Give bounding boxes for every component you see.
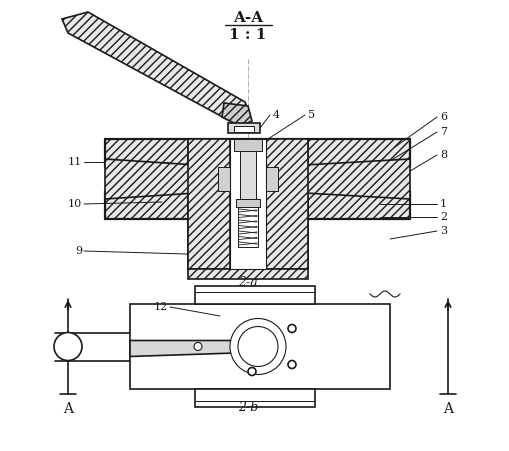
Polygon shape [130,341,249,357]
Bar [234,127,253,133]
Text: 3: 3 [439,226,446,235]
Text: 1: 1 [439,198,446,208]
Bar [228,124,260,133]
Polygon shape [217,168,230,192]
Polygon shape [105,140,409,168]
Circle shape [193,343,202,351]
Circle shape [238,327,277,367]
Text: 11: 11 [68,156,82,166]
Text: 8: 8 [439,150,446,160]
Bar [225,192,269,220]
Bar [188,140,230,269]
Bar [266,140,307,269]
Bar [236,199,260,207]
Text: 7: 7 [439,127,446,137]
Circle shape [230,319,286,375]
Polygon shape [105,192,409,220]
Bar [217,140,277,168]
Text: 2: 2 [439,212,446,221]
Bar [130,304,389,389]
Text: A: A [442,401,452,415]
Bar [230,140,266,269]
Text: 9: 9 [75,245,82,255]
Bar [105,168,409,192]
Bar [238,207,258,248]
Bar [194,286,315,304]
Text: A: A [63,401,73,415]
Polygon shape [221,104,251,127]
Text: 2-b: 2-b [237,400,258,414]
Text: 1 : 1: 1 : 1 [229,28,266,42]
Bar [194,389,315,407]
Text: 6: 6 [439,112,446,122]
Bar [188,269,307,279]
Circle shape [288,325,295,333]
Text: 5: 5 [307,110,315,120]
Text: 2-a: 2-a [238,276,258,289]
Text: 4: 4 [272,110,279,120]
Circle shape [54,333,82,361]
Circle shape [247,368,256,376]
Polygon shape [269,160,409,199]
Polygon shape [62,13,249,122]
Bar [240,152,256,202]
Polygon shape [105,160,225,199]
Text: 10: 10 [68,198,82,208]
Text: 12: 12 [153,301,167,311]
Circle shape [288,361,295,368]
Polygon shape [266,168,277,192]
Text: A-A: A-A [233,11,263,25]
Bar [234,140,262,152]
